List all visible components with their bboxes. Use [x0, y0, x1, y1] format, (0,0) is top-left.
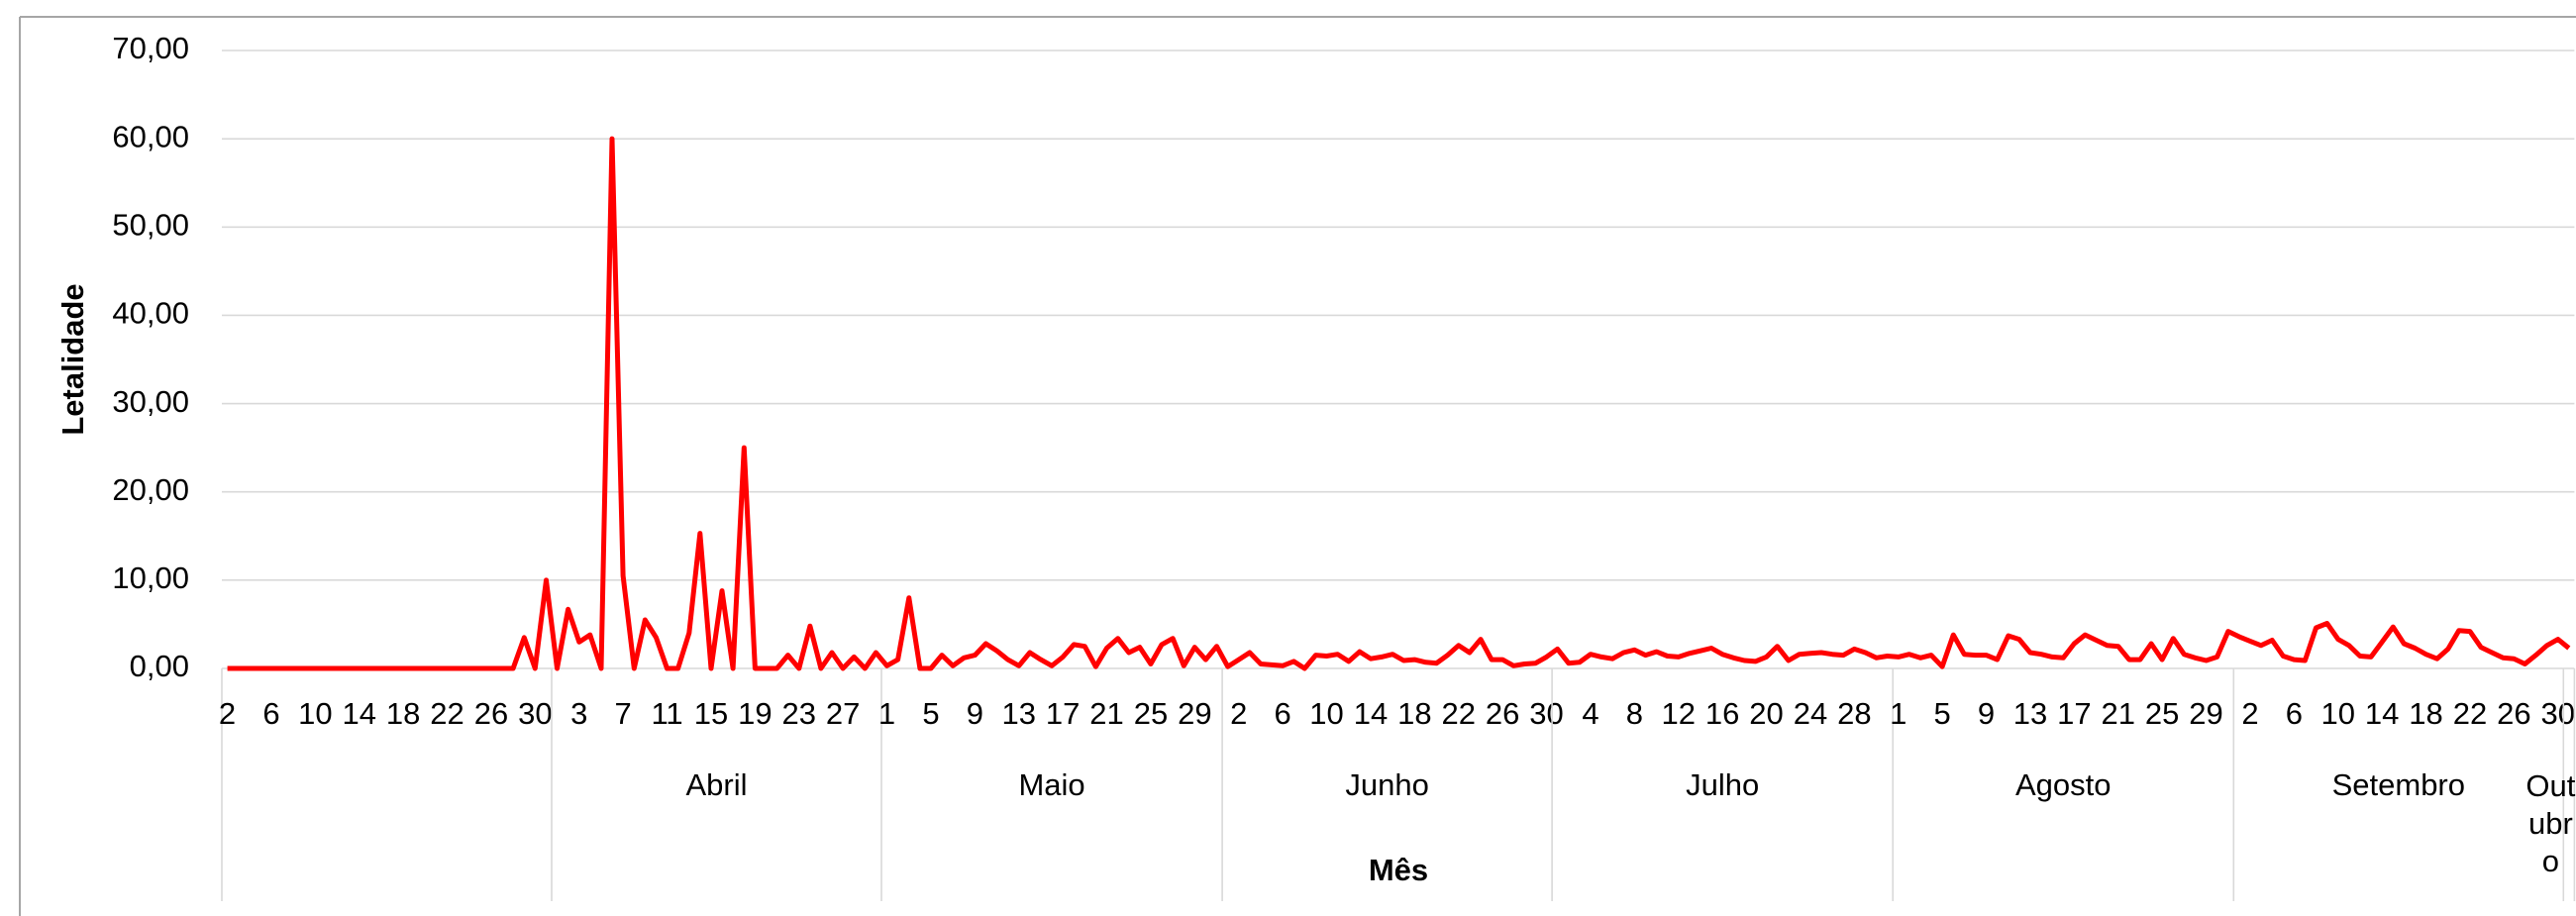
x-tick-label: 1	[878, 696, 895, 731]
x-tick-label: 29	[1178, 696, 1211, 731]
month-label: Outubro	[2525, 768, 2576, 878]
y-axis-title: Letalidade	[55, 283, 90, 435]
x-tick-label: 6	[262, 696, 279, 731]
x-tick-label: 9	[967, 696, 983, 731]
x-tick-label: 13	[1002, 696, 1036, 731]
x-tick-label: 14	[343, 696, 376, 731]
month-label: Agosto	[2015, 767, 2112, 802]
x-tick-label: 25	[1134, 696, 1168, 731]
x-tick-label: 13	[2013, 696, 2047, 731]
y-tick-label: 70,00	[112, 31, 189, 65]
y-tick-label: 60,00	[112, 119, 189, 153]
month-label-box: Outubro	[2525, 768, 2576, 878]
x-tick-label: 22	[1442, 696, 1476, 731]
x-axis-title: Mês	[1369, 853, 1428, 887]
x-tick-label: 23	[782, 696, 816, 731]
x-tick-label: 5	[922, 696, 939, 731]
x-tick-label: 4	[1582, 696, 1598, 731]
x-tick-label: 29	[2189, 696, 2222, 731]
x-tick-label: 10	[298, 696, 332, 731]
y-tick-label: 20,00	[112, 472, 189, 507]
y-tick-label: 50,00	[112, 207, 189, 242]
x-tick-label: 19	[738, 696, 772, 731]
x-tick-label: 15	[694, 696, 728, 731]
x-tick-label: 30	[518, 696, 552, 731]
x-tick-label: 12	[1662, 696, 1696, 731]
month-label: Maio	[1018, 767, 1084, 802]
x-tick-label: 28	[1837, 696, 1871, 731]
x-tick-label: 20	[1749, 696, 1783, 731]
x-tick-label: 3	[570, 696, 587, 731]
x-tick-label: 26	[1486, 696, 1519, 731]
x-tick-label: 22	[430, 696, 464, 731]
y-tick-label: 10,00	[112, 560, 189, 595]
x-tick-label: 22	[2453, 696, 2487, 731]
month-label: Abril	[685, 767, 747, 802]
x-tick-label: 6	[2286, 696, 2303, 731]
x-tick-label: 10	[1309, 696, 1343, 731]
x-tick-label: 5	[1934, 696, 1951, 731]
data-line	[227, 136, 2571, 671]
x-tick-label: 26	[474, 696, 508, 731]
x-tick-label: 1	[1890, 696, 1906, 731]
x-tick-label: 2	[2241, 696, 2258, 731]
x-tick-label: 30	[2541, 696, 2575, 731]
y-tick-label: 0,00	[130, 649, 189, 683]
y-tick-label: 40,00	[112, 296, 189, 331]
x-tick-label: 7	[615, 696, 632, 731]
x-tick-label: 30	[1529, 696, 1563, 731]
x-tick-label: 9	[1978, 696, 1995, 731]
month-label: Julho	[1686, 767, 1759, 802]
x-tick-label: 21	[1089, 696, 1123, 731]
month-label: Junho	[1345, 767, 1428, 802]
x-tick-label: 10	[2321, 696, 2355, 731]
x-tick-label: 14	[1354, 696, 1388, 731]
x-tick-label: 18	[386, 696, 420, 731]
x-tick-label: 21	[2102, 696, 2135, 731]
x-tick-label: 2	[219, 696, 236, 731]
x-tick-label: 17	[2057, 696, 2091, 731]
x-tick-label: 14	[2365, 696, 2399, 731]
month-label: Setembro	[2332, 767, 2465, 802]
x-tick-label: 6	[1275, 696, 1291, 731]
x-tick-label: 24	[1794, 696, 1827, 731]
x-tick-label: 18	[2409, 696, 2442, 731]
x-tick-label: 16	[1705, 696, 1739, 731]
x-tick-label: 11	[651, 696, 682, 731]
x-tick-label: 27	[826, 696, 860, 731]
x-tick-label: 17	[1046, 696, 1080, 731]
y-tick-label: 30,00	[112, 384, 189, 419]
x-tick-label: 25	[2145, 696, 2179, 731]
x-tick-label: 26	[2497, 696, 2530, 731]
x-tick-label: 2	[1230, 696, 1247, 731]
x-tick-label: 8	[1626, 696, 1643, 731]
x-tick-label: 18	[1397, 696, 1431, 731]
